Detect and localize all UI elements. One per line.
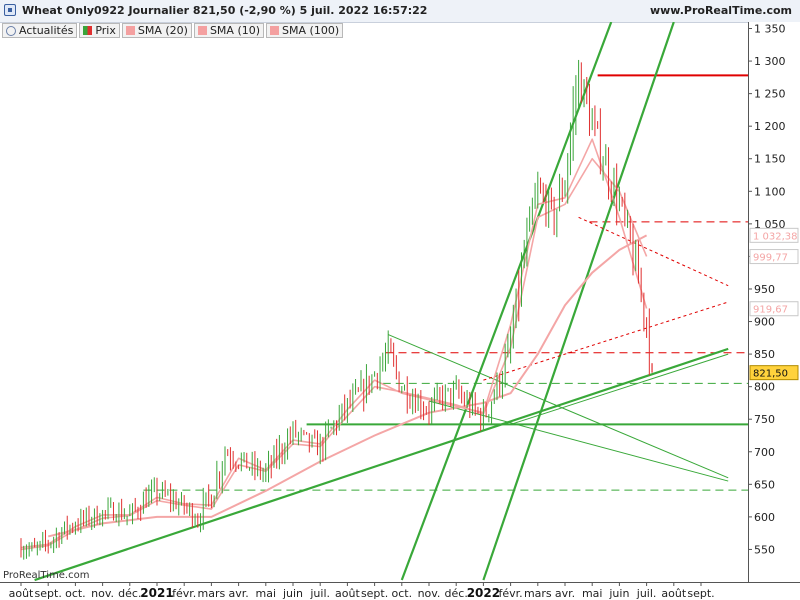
x-tick-label: mars	[198, 587, 226, 600]
legend-item-prix[interactable]: Prix	[79, 23, 120, 38]
price-label-text: 821,50	[753, 369, 788, 380]
y-tick-label: 650	[754, 478, 775, 491]
window-menu-icon[interactable]	[4, 4, 16, 16]
x-tick-label: juil.	[636, 587, 657, 600]
legend-label-sma-20: SMA (20)	[137, 24, 188, 37]
price-label-box	[749, 227, 799, 243]
x-tick-label: mai	[582, 587, 603, 600]
y-tick-label: 950	[754, 283, 775, 296]
legend-label-sma-10: SMA (10)	[209, 24, 261, 37]
price-label-text: 999,77	[753, 253, 788, 264]
chart-title: Wheat Only0922 Journalier 821,50 (-2,90 …	[22, 4, 428, 17]
x-tick-label: nov.	[418, 587, 441, 600]
y-tick-label: 1 150	[754, 153, 786, 166]
title-bar: Wheat Only0922 Journalier 821,50 (-2,90 …	[0, 0, 800, 23]
y-tick-label: 1 250	[754, 88, 786, 101]
trend-line	[400, 22, 613, 581]
watermark: ProRealTime.com	[3, 570, 90, 581]
x-tick-label: avr.	[228, 587, 248, 600]
y-tick-label: 750	[754, 413, 775, 426]
sma-line	[20, 138, 648, 549]
sma-100-swatch-icon	[270, 26, 280, 35]
y-tick-label: 1 200	[754, 120, 786, 133]
x-tick-label: oct.	[65, 587, 86, 600]
x-tick-label: déc.	[118, 587, 141, 600]
x-tick-label: juin	[282, 587, 303, 600]
site-url[interactable]: www.ProRealTime.com	[649, 4, 792, 17]
trend-line	[510, 353, 729, 425]
price-label-box	[749, 249, 799, 265]
x-tick-label: août	[661, 587, 686, 600]
news-icon	[6, 25, 16, 36]
sma-20-swatch-icon	[125, 26, 135, 35]
legend-item-sma-100[interactable]: SMA (100)	[266, 23, 344, 38]
sma-line	[47, 234, 648, 538]
x-tick-label: sept.	[361, 587, 388, 600]
legend-item-sma-10[interactable]: SMA (10)	[193, 23, 265, 38]
trend-line	[482, 22, 675, 581]
trend-line	[34, 347, 729, 582]
x-tick-label: nov.	[91, 587, 114, 600]
y-tick-label: 700	[754, 446, 775, 459]
x-tick-label: mai	[256, 587, 277, 600]
x-tick-label: 2022	[467, 586, 500, 600]
x-tick-label: oct.	[392, 587, 413, 600]
news-toggle-button[interactable]: Actualités	[2, 23, 78, 38]
x-tick-label: mars	[524, 587, 552, 600]
y-tick-label: 900	[754, 316, 775, 329]
y-tick-label: 1 350	[754, 23, 786, 36]
y-tick-label: 800	[754, 381, 775, 394]
x-tick-label: déc.	[445, 587, 468, 600]
y-tick-label: 1 300	[754, 55, 786, 68]
sma-line	[20, 157, 648, 551]
legend-item-sma-20[interactable]: SMA (20)	[121, 23, 192, 38]
sma-10-swatch-icon	[197, 26, 207, 35]
indicator-legend: Actualités Prix SMA (20) SMA (10) SMA (1…	[2, 23, 344, 38]
trend-line	[388, 334, 729, 479]
x-tick-label: 2021	[140, 586, 173, 600]
price-label-box	[749, 301, 799, 317]
x-tick-label: avr.	[555, 587, 575, 600]
news-label: Actualités	[19, 24, 74, 37]
legend-label-sma-100: SMA (100)	[282, 24, 340, 37]
price-label-box	[749, 365, 799, 381]
x-tick-label: sept.	[35, 587, 62, 600]
legend-label-prix: Prix	[95, 24, 116, 37]
price-bars-icon	[83, 26, 93, 35]
y-tick-label: 600	[754, 511, 775, 524]
x-tick-label: févr.	[172, 587, 196, 600]
x-tick-label: août	[9, 587, 34, 600]
y-tick-label: 850	[754, 348, 775, 361]
y-tick-label: 550	[754, 543, 775, 556]
price-label-text: 919,67	[753, 305, 788, 316]
x-tick-label: sept.	[687, 587, 714, 600]
y-tick-label: 1 100	[754, 185, 786, 198]
x-tick-label: févr.	[499, 587, 523, 600]
x-tick-label: août	[335, 587, 360, 600]
trend-line	[428, 400, 729, 482]
trend-line	[483, 301, 729, 381]
x-tick-label: juin	[608, 587, 629, 600]
trend-line	[578, 216, 729, 287]
price-label-text: 1 032,38	[753, 231, 798, 242]
x-tick-label: juil.	[309, 587, 330, 600]
y-tick-label: 1 050	[754, 218, 786, 231]
